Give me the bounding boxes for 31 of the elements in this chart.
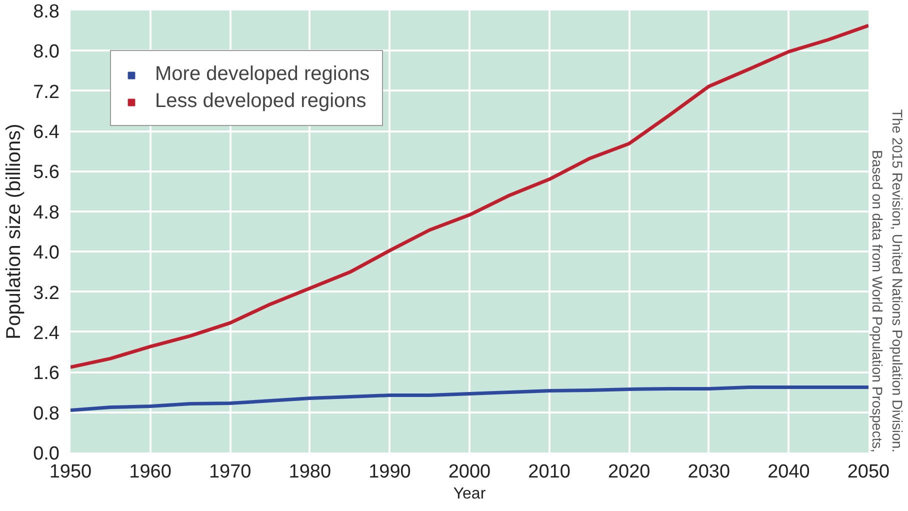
x-tick-label: 1970 [208, 462, 252, 482]
x-tick-label: 1960 [129, 462, 172, 482]
y-tick-label: 5.6 [33, 162, 60, 184]
y-tick-label: 4.8 [33, 202, 60, 224]
line-series [70, 385, 868, 412]
text: Based on data from World Population Prospects, [870, 150, 886, 453]
y-tick-label: 7.2 [33, 82, 60, 103]
y-tick-label: 0.8 [33, 403, 60, 424]
x-tick-label: 2010 [528, 462, 570, 482]
x-tick-label: 1980 [288, 462, 332, 482]
x-axis-title: Year [453, 486, 486, 502]
y-axis-title: Population size (billions) [3, 124, 26, 340]
y-tick-label: 1.6 [33, 363, 60, 384]
x-tick-label: 2000 [448, 462, 491, 482]
x-tick-label: 2040 [768, 462, 810, 482]
y-tick-label: 6.4 [33, 122, 60, 144]
y-tick-label: 8.0 [33, 42, 60, 63]
legend-label: More developed regions [155, 63, 370, 86]
text: The 2015 Revision, United Nations Population Division. [890, 109, 906, 453]
y-tick-label: 8.8 [33, 2, 60, 22]
x-tick-label: 1990 [368, 462, 411, 482]
line-series [70, 24, 868, 369]
x-tick-label: 1950 [49, 462, 92, 482]
y-tick-label: 4.0 [33, 242, 60, 264]
y-tick-label: 3.2 [33, 282, 60, 304]
x-tick-label: 2050 [847, 462, 890, 482]
legend-label: Less developed regions [155, 90, 366, 113]
x-tick-label: 2020 [608, 462, 650, 482]
y-tick-label: 2.4 [33, 322, 60, 344]
x-tick-label: 2030 [688, 462, 730, 482]
y-tick-label: 0.0 [33, 444, 60, 464]
